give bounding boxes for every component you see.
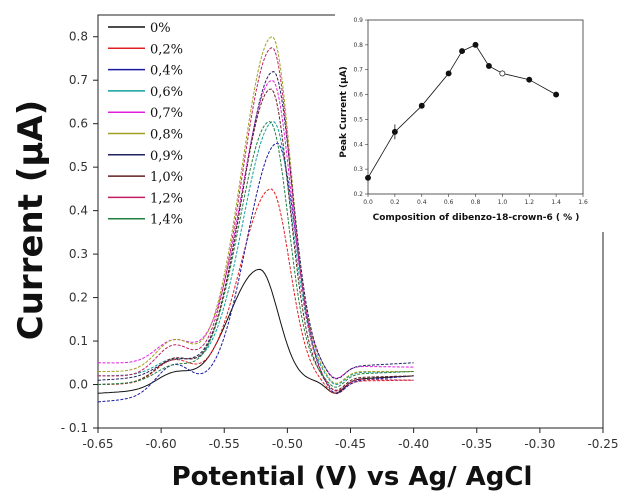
legend-label: 0,4% xyxy=(150,64,183,79)
legend-label: 1,0% xyxy=(150,170,183,185)
y-tick-label: 0.0 xyxy=(69,378,88,392)
series-line-8 xyxy=(98,88,414,391)
inset-x-tick-label: 0.2 xyxy=(390,199,400,206)
inset-point xyxy=(445,70,452,77)
legend-label: 1,4% xyxy=(150,213,183,228)
x-tick-label: -0.55 xyxy=(209,437,240,451)
series-line-3 xyxy=(97,142,414,403)
legend-label: 0,7% xyxy=(150,106,183,121)
legend-label: 0,8% xyxy=(150,128,183,143)
x-tick-label: -0.65 xyxy=(82,437,113,451)
x-tick-label: -0.60 xyxy=(146,437,177,451)
inset-x-tick-label: 0.8 xyxy=(471,199,481,206)
y-tick-label: 0.3 xyxy=(69,247,88,261)
legend-label: 1,2% xyxy=(150,191,183,206)
inset-point xyxy=(472,41,479,48)
main-axes: -0.65 -0.60 -0.55 -0.50 -0.45 -0.40 -0.35 -0.30… xyxy=(61,14,619,451)
inset-x-tick-label: 0.4 xyxy=(417,199,427,206)
y-tick-label: 0.5 xyxy=(69,160,88,174)
inset-y-tick-label: 0.8 xyxy=(353,42,363,49)
x-tick-label: -0.35 xyxy=(461,437,492,451)
x-tick-label: -0.50 xyxy=(272,437,303,451)
inset-y-tick-label: 0.9 xyxy=(353,17,363,24)
inset-point xyxy=(459,48,466,55)
inset-y-tick-label: 0.6 xyxy=(353,92,363,99)
x-tick-label: -0.30 xyxy=(524,437,555,451)
legend: 0% 0,2% 0,4% 0,6% 0,7% 0,8% 0,9% 1,0% 1,2% 1,4% xyxy=(108,21,183,228)
x-tick-label: -0.25 xyxy=(587,437,618,451)
inset-plot xyxy=(365,41,560,181)
series-line-1 xyxy=(97,268,414,394)
inset-point xyxy=(365,174,371,181)
inset-y-tick-label: 0.3 xyxy=(353,166,363,173)
main-series-lines xyxy=(97,36,414,403)
y-tick-label: 0.2 xyxy=(69,291,88,305)
series-line-5 xyxy=(98,79,414,379)
series-line-6 xyxy=(98,36,414,384)
inset-x-tick-label: 1.2 xyxy=(524,199,534,206)
x-tick-label: -0.40 xyxy=(398,437,429,451)
legend-label: 0,6% xyxy=(150,85,183,100)
inset-x-tick-label: 1.0 xyxy=(498,199,508,206)
y-tick-label: - 0.1 xyxy=(61,421,88,435)
inset-y-tick-label: 0.7 xyxy=(353,67,363,74)
x-axis-title: Potential (V) vs Ag/ AgCl xyxy=(172,462,533,492)
y-tick-label: 0.8 xyxy=(69,30,88,44)
inset-point xyxy=(418,102,425,109)
inset-x-axis-title: Composition of dibenzo-18-crown-6 ( % ) xyxy=(373,213,580,223)
y-axis-title: Current (μA) xyxy=(11,100,51,340)
inset-line xyxy=(367,44,557,179)
y-tick-label: 0.4 xyxy=(69,204,88,218)
inset-point xyxy=(485,63,492,69)
inset-axes: 0.0 0.2 0.4 0.6 0.8 1.0 1.2 1.4 1.60.20.30.40.50… xyxy=(353,17,587,206)
series-line-7 xyxy=(97,71,414,381)
y-tick-label: 0.1 xyxy=(69,334,88,348)
inset-y-tick-label: 0.5 xyxy=(353,116,363,123)
series-line-9 xyxy=(97,47,414,392)
x-tick-label: -0.45 xyxy=(335,437,366,451)
inset-point xyxy=(553,91,560,98)
legend-label: 0% xyxy=(150,21,171,36)
inset-y-axis-title: Peak Current (μA) xyxy=(339,66,349,158)
inset-point xyxy=(499,70,506,77)
legend-label: 0,9% xyxy=(150,149,183,164)
inset-background xyxy=(335,12,612,232)
series-line-10 xyxy=(97,120,414,388)
legend-label: 0,2% xyxy=(150,42,183,57)
inset-x-tick-label: 0.6 xyxy=(444,199,454,206)
inset-x-tick-label: 1.4 xyxy=(551,199,561,206)
inset-point xyxy=(391,128,398,135)
series-line-4 xyxy=(98,121,414,386)
inset-chart: 0.0 0.2 0.4 0.6 0.8 1.0 1.2 1.4 1.60.20.30.40.50… xyxy=(335,12,612,232)
inset-y-tick-label: 0.4 xyxy=(353,141,363,148)
inset-point xyxy=(526,76,533,83)
y-tick-label: 0.7 xyxy=(69,73,88,87)
inset-x-tick-label: 1.6 xyxy=(578,199,588,206)
series-line-2 xyxy=(98,188,414,395)
inset-x-tick-label: 0.0 xyxy=(363,199,373,206)
y-tick-label: 0.6 xyxy=(69,117,88,131)
inset-y-tick-label: 0.2 xyxy=(353,191,363,198)
